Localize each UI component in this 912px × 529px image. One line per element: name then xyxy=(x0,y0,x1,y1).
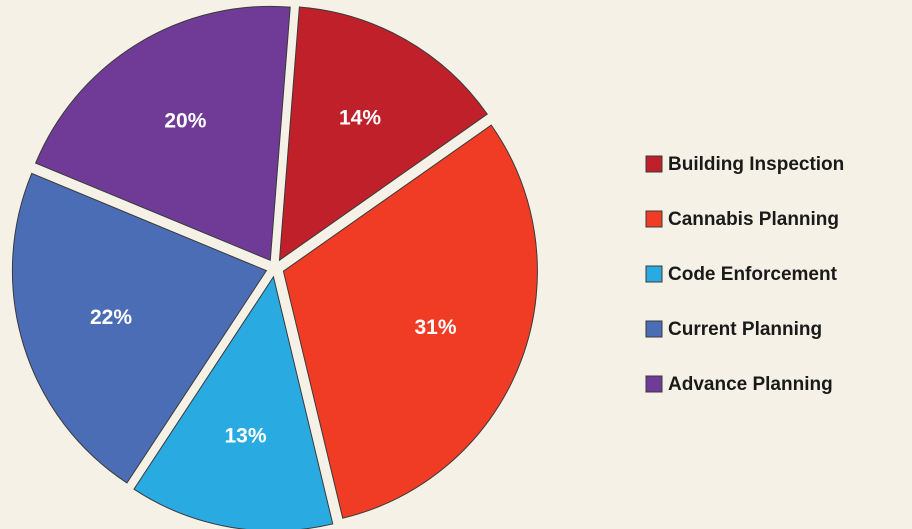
legend-swatch xyxy=(645,155,663,173)
legend-label: Current Planning xyxy=(668,319,822,340)
legend-label: Advance Planning xyxy=(668,374,833,395)
legend-swatch xyxy=(645,265,663,283)
data-label: 31% xyxy=(414,316,456,339)
legend-label: Code Enforcement xyxy=(668,264,838,285)
pie-slice xyxy=(282,124,538,519)
pie-slice xyxy=(34,5,291,262)
legend-label: Building Inspection xyxy=(668,154,844,175)
data-label: 20% xyxy=(164,109,206,132)
data-label: 22% xyxy=(90,306,132,329)
pie-slice xyxy=(278,6,488,262)
pie-slice xyxy=(133,275,334,529)
legend-swatch xyxy=(645,320,663,338)
legend-swatch xyxy=(645,210,663,228)
data-label: 14% xyxy=(339,107,381,130)
legend-label: Cannabis Planning xyxy=(668,209,839,230)
data-label: 13% xyxy=(224,425,266,448)
legend-swatch xyxy=(645,375,663,393)
pie-slice xyxy=(11,172,268,484)
